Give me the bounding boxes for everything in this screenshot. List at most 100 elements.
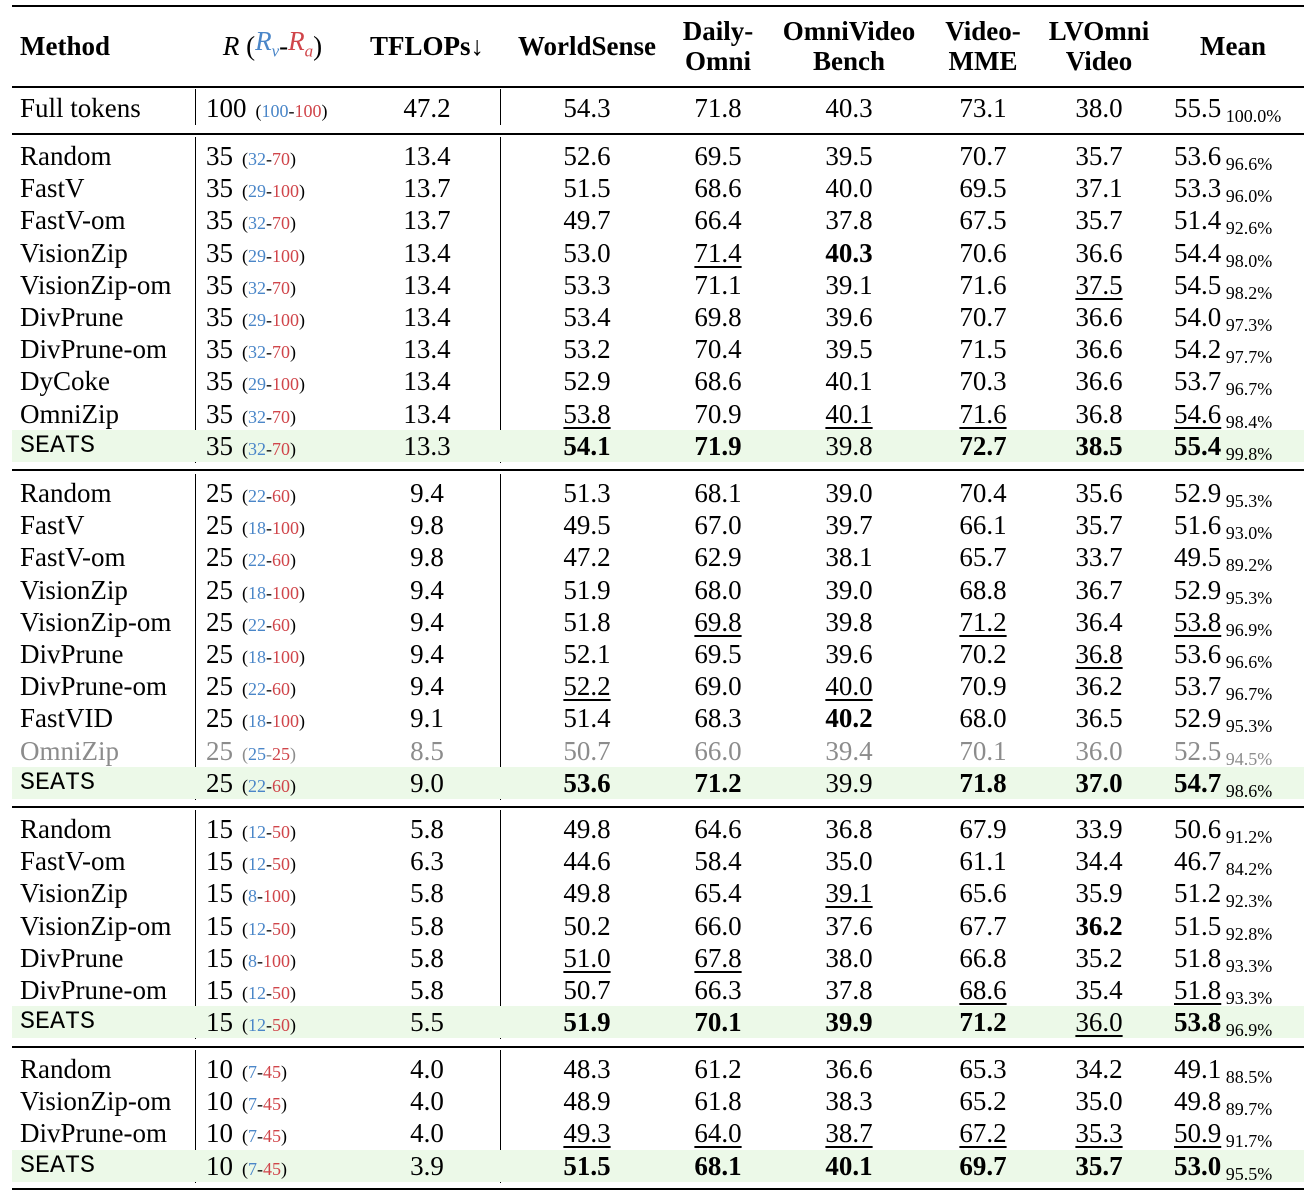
score-do: 61.8: [694, 1086, 742, 1117]
score-lvo: 38.5: [1075, 430, 1123, 461]
table-row: FastV-om 25 (22-60) 9.8 47.2 62.9 38.1 65.7 33.…: [12, 541, 1304, 575]
score-ovb: 39.9: [825, 1007, 873, 1038]
method-name: FastV: [20, 173, 85, 204]
score-vm: 71.6: [959, 398, 1007, 429]
score-lvo: 36.6: [1075, 237, 1123, 268]
table-row: DivPrune 35 (29-100) 13.4 53.4 69.8 39.6 70.7 3…: [12, 301, 1304, 335]
score-ovb: 39.6: [825, 302, 873, 332]
score-tflops: 9.8: [410, 542, 444, 573]
table-row: Random 35 (32-70) 13.4 52.6 69.5 39.5 70.7 35.7…: [12, 140, 1304, 174]
ratio-cell: 10 (7-45): [206, 1118, 287, 1149]
score-do: 71.2: [694, 767, 742, 798]
score-tflops: 9.0: [410, 767, 444, 798]
ratio-cell: 35 (29-100): [206, 173, 305, 204]
table-row: OmniZip 35 (32-70) 13.4 53.8 70.9 40.1 71.6 36.…: [12, 398, 1304, 432]
score-tflops: 13.4: [403, 269, 451, 300]
score-lvo: 37.1: [1075, 173, 1123, 204]
score-do: 65.4: [694, 878, 742, 909]
score-mean: 52.9 95.3%: [1174, 574, 1273, 608]
method-name: VisionZip: [20, 574, 128, 605]
score-vm: 71.8: [959, 767, 1007, 798]
score-tflops: 13.7: [403, 205, 451, 236]
score-ws: 49.3: [563, 1118, 611, 1149]
score-ovb: 38.3: [825, 1086, 873, 1117]
score-ovb: 39.1: [825, 269, 873, 300]
header-method: Method: [20, 31, 110, 61]
score-do: 71.1: [694, 269, 742, 300]
table-row: VisionZip 25 (18-100) 9.4 51.9 68.0 39.0 68.8 3…: [12, 574, 1304, 608]
ratio-cell: 10 (7-45): [206, 1054, 287, 1084]
score-ws: 49.8: [563, 814, 611, 844]
score-do: 69.8: [694, 606, 742, 637]
score-ovb: 39.5: [825, 334, 873, 365]
score-do: 66.0: [694, 910, 742, 941]
score-mean: 50.9 91.7%: [1174, 1118, 1273, 1152]
score-vm: 71.6: [959, 269, 1007, 300]
score-tflops: 6.3: [410, 846, 444, 877]
score-do: 68.1: [694, 1150, 742, 1181]
column-divider: [195, 89, 197, 126]
table-row-seats: SEATS 15 (12-50) 5.5 51.9 70.1 39.9 71.2 36.0 53…: [12, 1006, 1304, 1041]
score-tflops: 4.0: [410, 1054, 444, 1084]
table-row: FastVID 25 (18-100) 9.1 51.4 68.3 40.2 68.0 36.…: [12, 702, 1304, 737]
ratio-cell: 35 (32-70): [206, 269, 296, 300]
column-divider: [500, 474, 502, 800]
score-tflops: 13.3: [403, 430, 451, 461]
table-header: Method R (Rv - Ra) TFLOPs↓ WorldSense Dail…: [12, 11, 1304, 81]
score-ws: 48.3: [563, 1054, 611, 1084]
score-vm: 69.5: [959, 173, 1007, 204]
score-mean: 52.9 95.3%: [1174, 703, 1273, 737]
ratio-cell: 35 (32-70): [206, 141, 296, 171]
score-ovb: 40.3: [825, 237, 873, 268]
header-dailyomni: Daily- Omni: [682, 16, 754, 76]
score-mean: 53.0 95.5%: [1174, 1150, 1273, 1184]
ratio-cell: 25 (18-100): [206, 639, 305, 669]
score-lvo: 36.7: [1075, 574, 1123, 605]
ratio-cell: 25 (22-60): [206, 542, 296, 573]
method-name: DyCoke: [20, 366, 110, 397]
score-ovb: 39.0: [825, 478, 873, 508]
ratio-cell: 15 (8-100): [206, 878, 296, 909]
score-mean: 53.8 96.9%: [1174, 606, 1273, 640]
score-vm: 70.2: [959, 639, 1007, 669]
score-ovb: 39.8: [825, 430, 873, 461]
method-name: VisionZip: [20, 237, 128, 268]
score-tflops: 13.4: [403, 366, 451, 397]
score-ovb: 39.0: [825, 574, 873, 605]
bottom-rule: [12, 1187, 1304, 1190]
score-vm: 61.1: [959, 846, 1007, 877]
score-vm: 65.6: [959, 878, 1007, 909]
score-mean: 54.5 98.2%: [1174, 269, 1273, 303]
score-ws: 53.0: [563, 237, 611, 268]
score-lvo: 35.7: [1075, 1150, 1123, 1181]
score-tflops: 9.4: [410, 574, 444, 605]
score-mean: 55.4 99.8%: [1174, 430, 1273, 464]
method-name: Random: [20, 141, 112, 171]
table-row: Random 10 (7-45) 4.0 48.3 61.2 36.6 65.3 34.2 49…: [12, 1053, 1304, 1087]
score-tflops: 5.8: [410, 910, 444, 941]
method-name: SEATS: [20, 430, 96, 460]
score-tflops: 3.9: [410, 1150, 444, 1181]
score-ovb: 39.7: [825, 510, 873, 541]
score-lvo: 36.0: [1075, 735, 1123, 766]
score-ws: 54.1: [563, 430, 611, 461]
score-ws: 48.9: [563, 1086, 611, 1117]
score-lvo: 35.7: [1075, 510, 1123, 541]
table-row-seats: SEATS 25 (22-60) 9.0 53.6 71.2 39.9 71.8 37.0 54…: [12, 766, 1304, 801]
score-do: 58.4: [694, 846, 742, 877]
score-lvo: 35.3: [1075, 1118, 1123, 1149]
score-lvo: 36.6: [1075, 334, 1123, 365]
method-name: DivPrune-om: [20, 334, 167, 365]
score-tflops: 13.4: [403, 398, 451, 429]
table-row: VisionZip-om 10 (7-45) 4.0 48.9 61.8 38.3 65.2…: [12, 1085, 1304, 1119]
method-name: FastV-om: [20, 542, 126, 573]
score-vm: 70.9: [959, 671, 1007, 702]
score-mean: 51.2 92.3%: [1174, 878, 1273, 912]
column-divider: [500, 810, 502, 1040]
score-mean: 53.8 96.9%: [1174, 1007, 1273, 1041]
score-do: 68.1: [694, 478, 742, 508]
score-mean: 54.4 98.0%: [1174, 237, 1273, 271]
score-lvo: 36.0: [1075, 1007, 1123, 1038]
score-mean: 53.6 96.6%: [1174, 639, 1273, 672]
score-ws: 51.3: [563, 478, 611, 508]
